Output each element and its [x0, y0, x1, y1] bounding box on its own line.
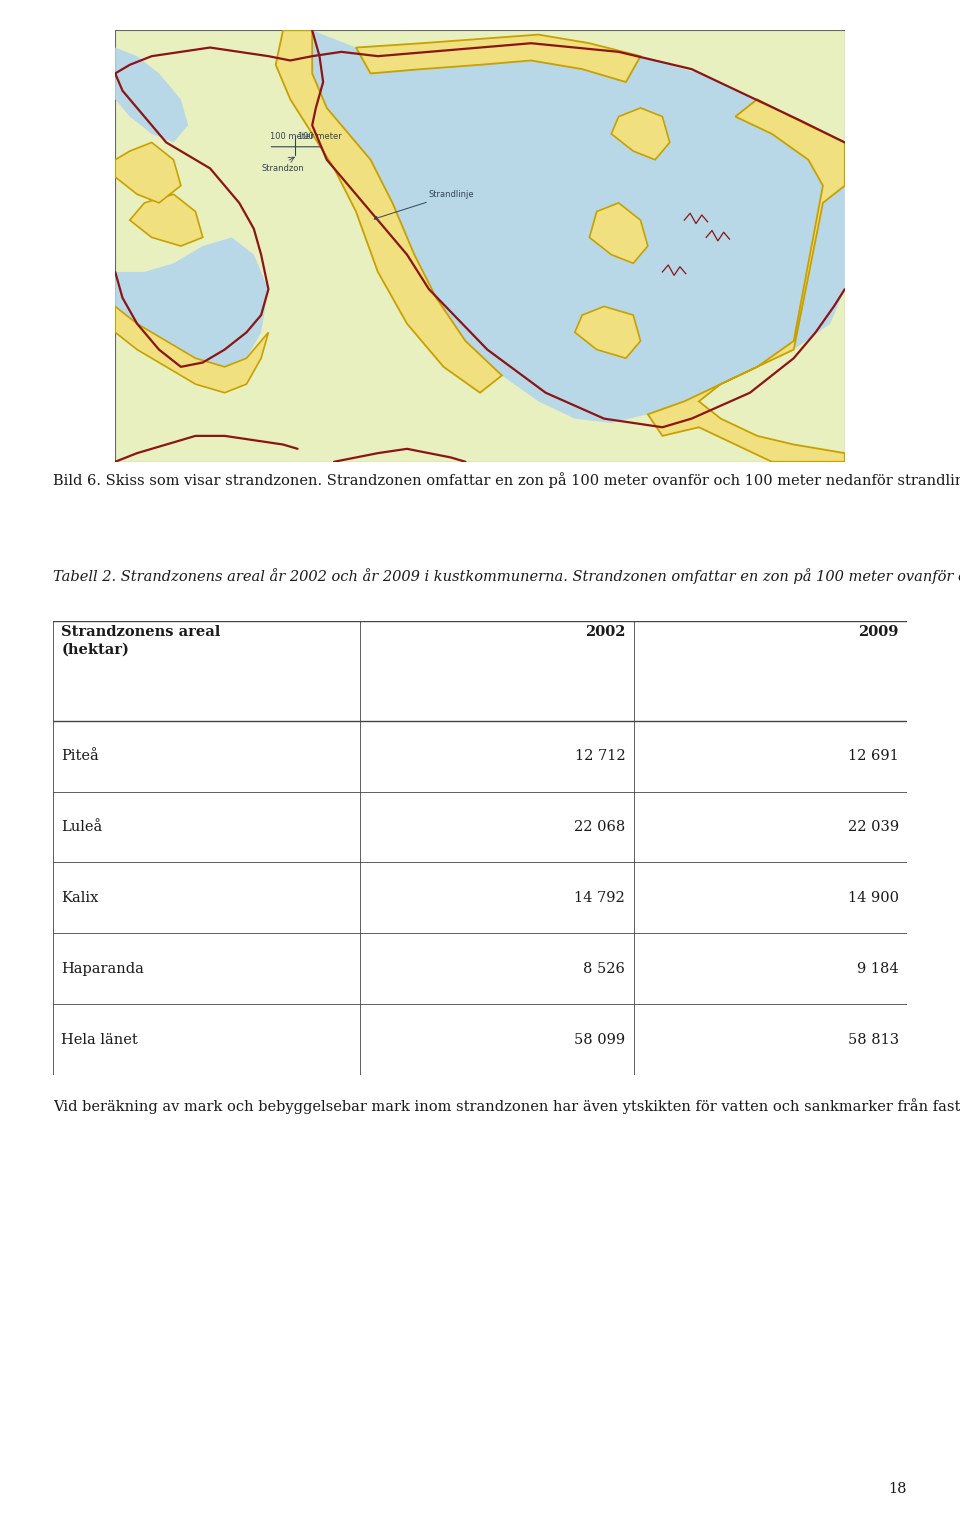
Polygon shape: [115, 47, 188, 142]
Text: 22 068: 22 068: [574, 821, 625, 834]
Text: Hela länet: Hela länet: [61, 1033, 138, 1046]
Polygon shape: [115, 306, 269, 392]
Polygon shape: [312, 30, 845, 422]
Text: 2009: 2009: [858, 625, 899, 639]
Text: 100 meter: 100 meter: [270, 132, 314, 141]
Text: Luleå: Luleå: [61, 821, 103, 834]
Text: Strandzonens areal
(hektar): Strandzonens areal (hektar): [61, 625, 221, 657]
Text: 14 900: 14 900: [848, 890, 899, 905]
Polygon shape: [575, 306, 640, 359]
Polygon shape: [648, 100, 845, 462]
Text: Vid beräkning av mark och bebyggelsebar mark inom strandzonen har även ytskikten: Vid beräkning av mark och bebyggelsebar …: [53, 1098, 960, 1114]
Text: 18: 18: [889, 1482, 907, 1496]
Text: 12 712: 12 712: [575, 749, 625, 763]
Text: 58 813: 58 813: [848, 1033, 899, 1046]
Polygon shape: [276, 30, 502, 392]
Text: Kalix: Kalix: [61, 890, 99, 905]
Text: Strandlinje: Strandlinje: [374, 189, 474, 220]
Text: 14 792: 14 792: [574, 890, 625, 905]
Text: 2002: 2002: [585, 625, 625, 639]
Text: Tabell 2. Strandzonens areal år 2002 och år 2009 i kustkommunerna. Strandzonen o: Tabell 2. Strandzonens areal år 2002 och…: [53, 568, 960, 583]
Text: Strandzon: Strandzon: [261, 164, 304, 173]
Text: Bild 6. Skiss som visar strandzonen. Strandzonen omfattar en zon på 100 meter ov: Bild 6. Skiss som visar strandzonen. Str…: [53, 472, 960, 488]
Text: 22 039: 22 039: [848, 821, 899, 834]
Polygon shape: [115, 142, 180, 203]
Text: 9 184: 9 184: [857, 961, 899, 975]
Polygon shape: [612, 107, 670, 159]
Text: Piteå: Piteå: [61, 749, 99, 763]
Text: 58 099: 58 099: [574, 1033, 625, 1046]
Text: 8 526: 8 526: [584, 961, 625, 975]
Text: 100 meter: 100 meter: [298, 132, 342, 141]
Polygon shape: [589, 203, 648, 263]
Text: Haparanda: Haparanda: [61, 961, 144, 975]
Polygon shape: [356, 35, 640, 82]
Text: 12 691: 12 691: [848, 749, 899, 763]
Polygon shape: [115, 238, 269, 366]
Polygon shape: [130, 194, 203, 247]
